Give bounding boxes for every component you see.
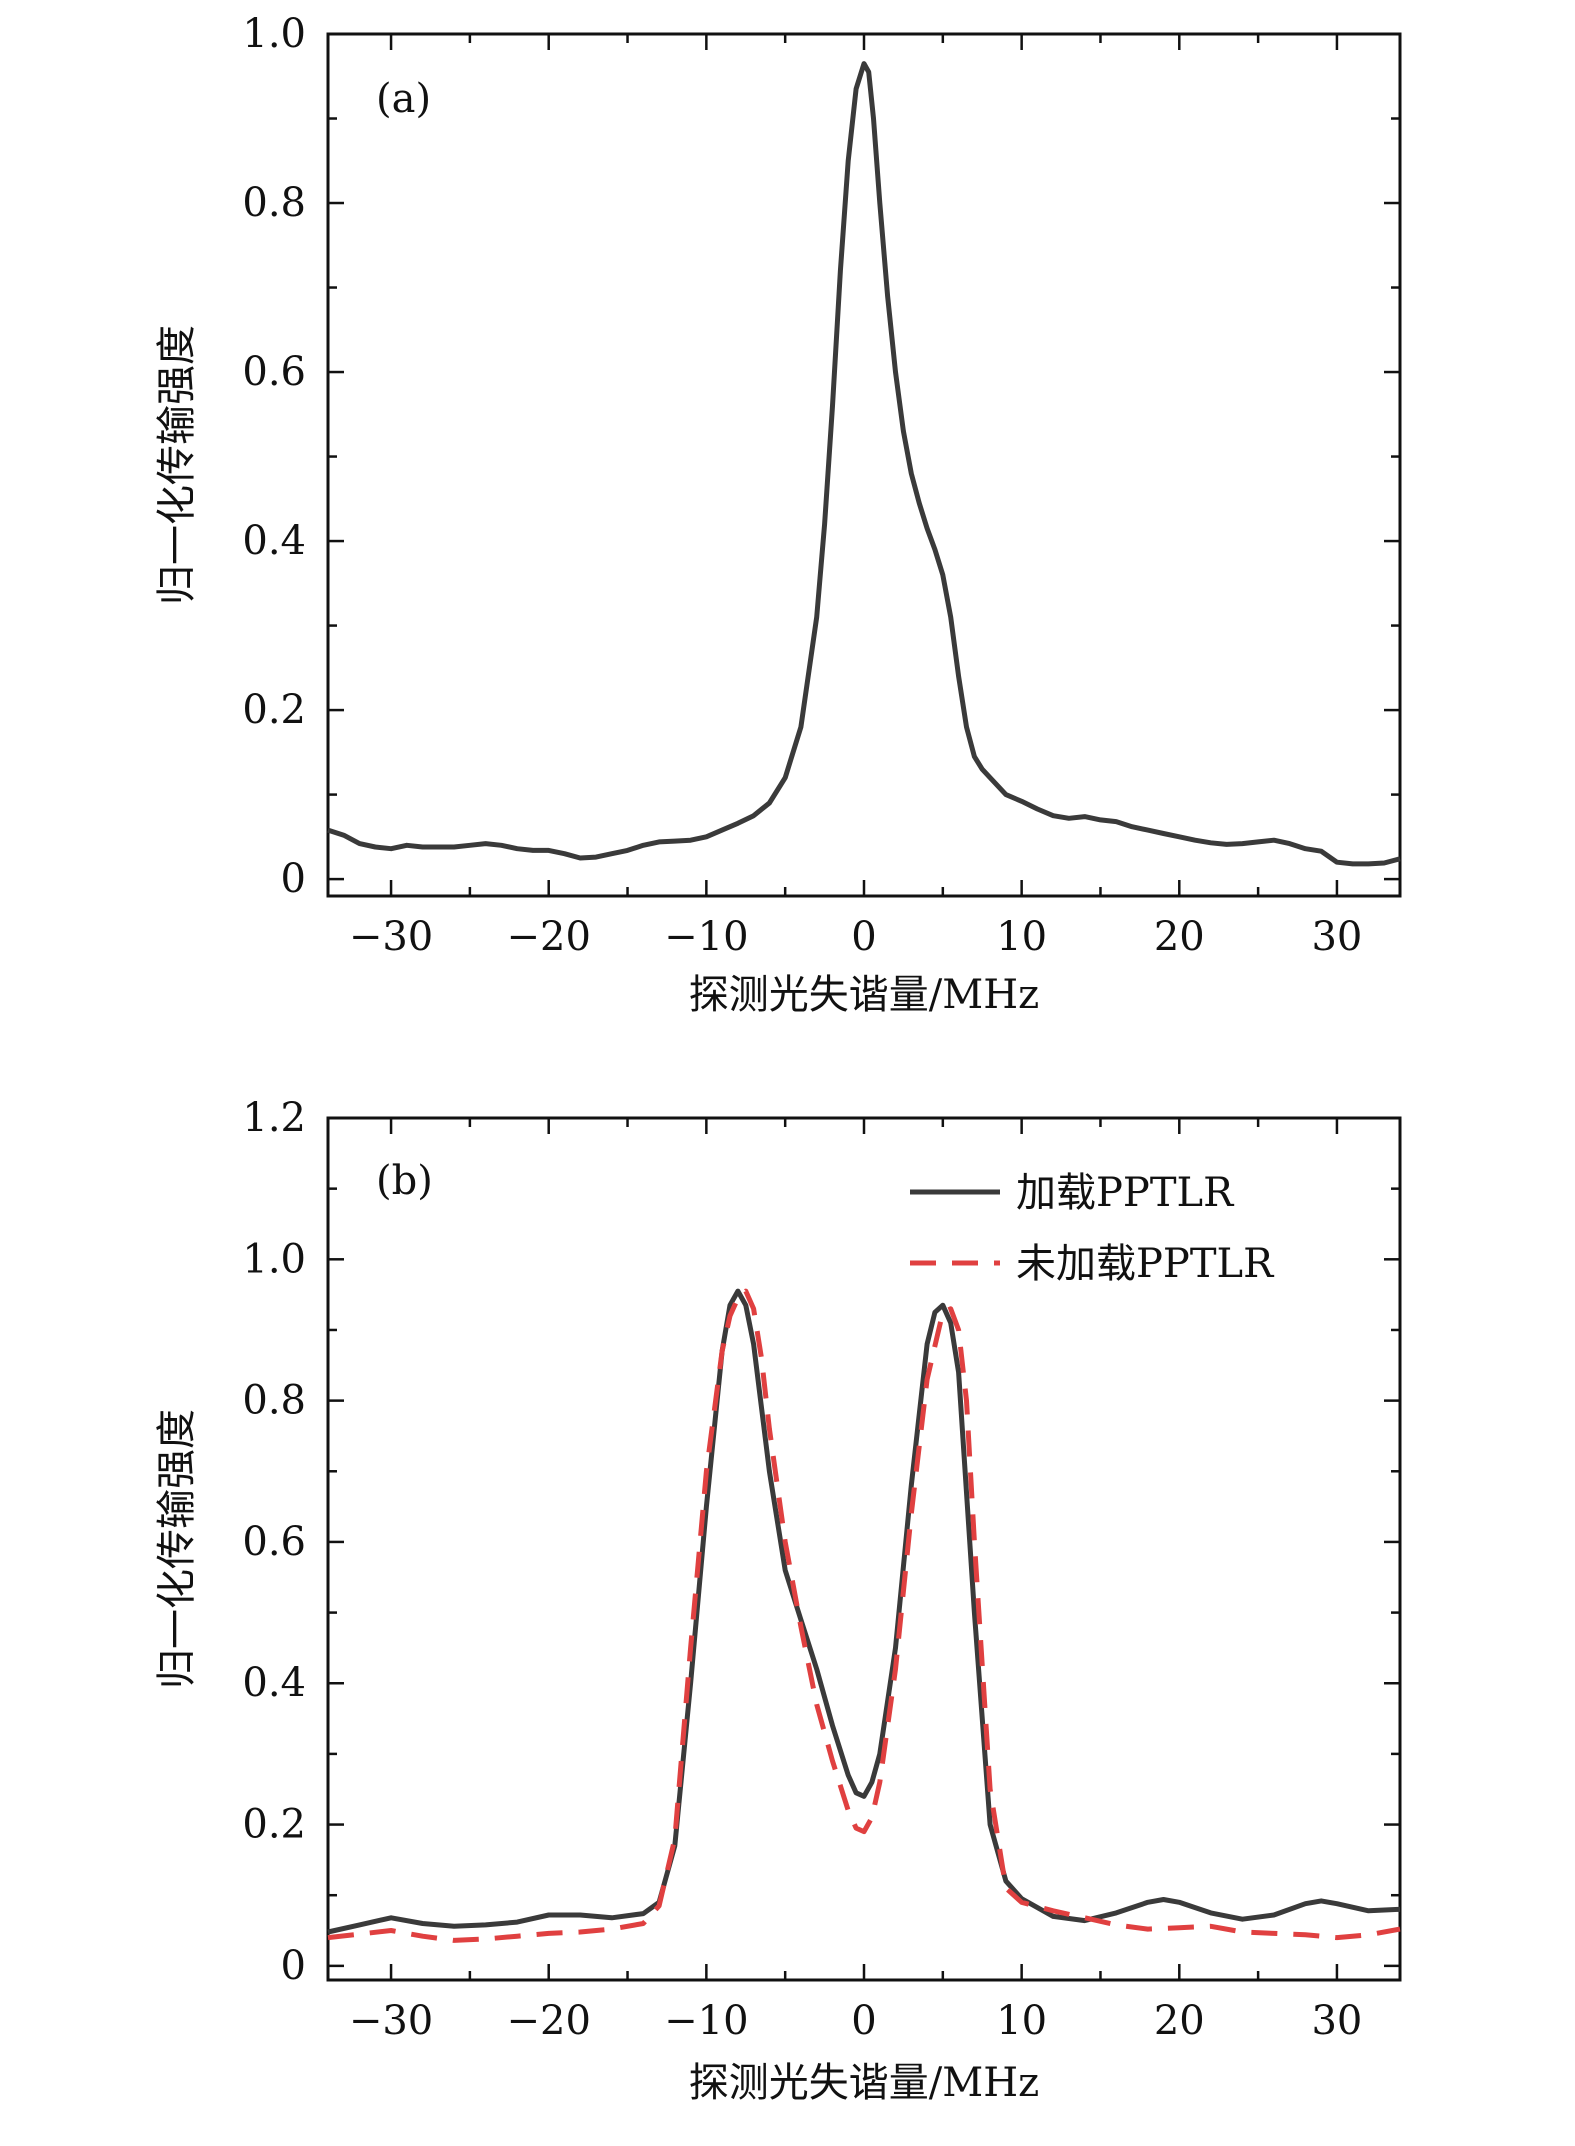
legend-label-loaded: 加载PPTLR bbox=[1016, 1170, 1235, 1216]
x-tick-label: −10 bbox=[664, 914, 748, 960]
y-tick-label: 0.2 bbox=[242, 1802, 306, 1848]
plot-frame-a bbox=[326, 32, 1402, 898]
y-tick-label: 1.2 bbox=[242, 1095, 306, 1141]
x-tick-label: 20 bbox=[1154, 1998, 1205, 2044]
panel-b: (b) −30 −20 −10 0 10 20 30 0 0.2 0.4 0.6 0.8 1.0 1.2… bbox=[154, 1095, 1402, 2106]
x-tick-label: 30 bbox=[1311, 1998, 1362, 2044]
x-tick-label: −30 bbox=[349, 914, 433, 960]
x-tick-label: 10 bbox=[996, 1998, 1047, 2044]
y-axis-title-b: 归一化传输强度 bbox=[154, 1409, 200, 1689]
x-tick-label: −30 bbox=[349, 1998, 433, 2044]
x-tick-label: 0 bbox=[851, 914, 876, 960]
y-tick-label: 0.4 bbox=[242, 1660, 306, 1706]
y-tick-label: 1.0 bbox=[242, 1236, 306, 1282]
y-tick-label: 0.6 bbox=[242, 349, 306, 395]
x-axis-title-a: 探测光失谐量/MHz bbox=[689, 972, 1039, 1018]
x-tick-label: 30 bbox=[1311, 914, 1362, 960]
series-line-b-unloaded bbox=[327, 1288, 1401, 1943]
series-line-a bbox=[327, 61, 1401, 867]
x-tick-label: −20 bbox=[506, 1998, 590, 2044]
x-axis-a: −30 −20 −10 0 10 20 30 bbox=[349, 34, 1362, 960]
y-tick-label: 0.2 bbox=[242, 687, 306, 733]
legend-label-unloaded: 未加载PPTLR bbox=[1016, 1241, 1275, 1287]
y-tick-label: 0.6 bbox=[242, 1519, 306, 1565]
x-tick-label: 0 bbox=[851, 1998, 876, 2044]
legend: 加载PPTLR 未加载PPTLR bbox=[910, 1170, 1275, 1287]
x-tick-label: −20 bbox=[506, 914, 590, 960]
y-tick-label: 1.0 bbox=[242, 11, 306, 57]
x-tick-label: 10 bbox=[996, 914, 1047, 960]
panel-a: (a) −30 −20 −10 0 10 20 30 0 0.2 0.4 0.6 0.8 1.0 探测… bbox=[154, 11, 1402, 1018]
x-axis-b: −30 −20 −10 0 10 20 30 bbox=[349, 1118, 1362, 2044]
y-tick-label: 0.4 bbox=[242, 518, 306, 564]
y-axis-title-a: 归一化传输强度 bbox=[154, 325, 200, 605]
panel-label-b: (b) bbox=[376, 1158, 433, 1204]
x-axis-title-b: 探测光失谐量/MHz bbox=[689, 2060, 1039, 2106]
series-line-b-loaded bbox=[327, 1288, 1401, 1935]
y-axis-b: 0 0.2 0.4 0.6 0.8 1.0 1.2 bbox=[242, 1095, 1400, 1989]
y-tick-label: 0 bbox=[281, 1943, 306, 1989]
y-tick-label: 0 bbox=[281, 856, 306, 902]
y-tick-label: 0.8 bbox=[242, 180, 306, 226]
x-tick-label: −10 bbox=[664, 1998, 748, 2044]
y-tick-label: 0.8 bbox=[242, 1378, 306, 1424]
panel-label-a: (a) bbox=[376, 76, 431, 122]
y-axis-a: 0 0.2 0.4 0.6 0.8 1.0 bbox=[242, 11, 1400, 902]
x-tick-label: 20 bbox=[1154, 914, 1205, 960]
